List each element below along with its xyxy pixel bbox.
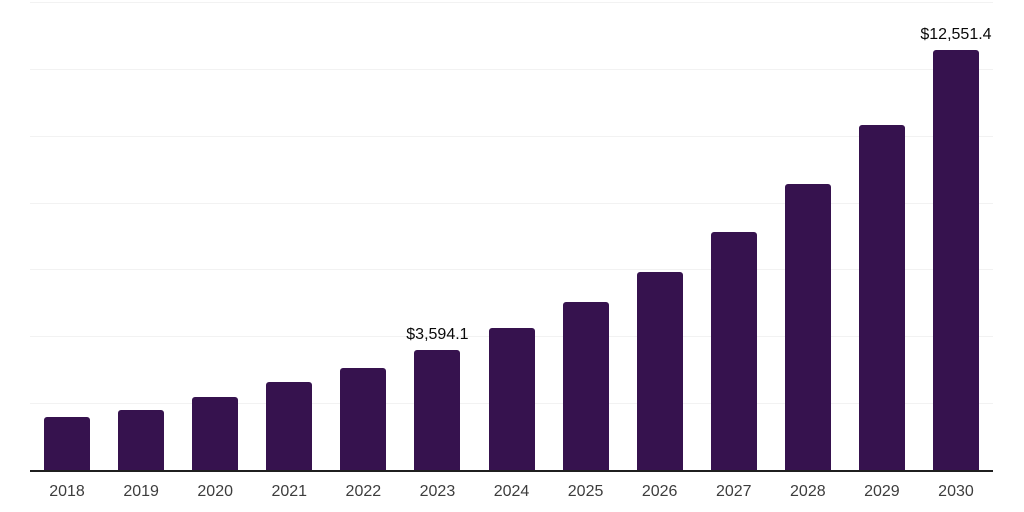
x-tick-2026: 2026: [641, 483, 678, 500]
x-tick-2019: 2019: [123, 483, 159, 500]
bar-band-2018: [30, 2, 104, 470]
bar-band-2030: $12,551.4: [919, 2, 993, 470]
bar-band-2027: [697, 2, 771, 470]
bar-2026[interactable]: [636, 271, 683, 470]
gridline-12000: [30, 68, 993, 70]
bar-band-2022: [326, 2, 400, 470]
bar-2018[interactable]: [44, 416, 91, 470]
x-tick-2022: 2022: [345, 483, 382, 500]
x-tick-2021: 2021: [271, 483, 308, 500]
gridline-10000: [30, 135, 993, 137]
x-axis: 2018 2019 2020 2021 2022 2023 2024 2025 2026 2027…: [30, 472, 993, 512]
gridline-6000: [30, 269, 993, 271]
x-tick-2018: 2018: [49, 483, 85, 500]
bar-2020[interactable]: [192, 396, 239, 470]
x-tick-2025: 2025: [567, 483, 604, 500]
plot-area: $3,594.1 $12,551.4: [30, 2, 993, 472]
bar-band-2020: [178, 2, 252, 470]
bar-2027[interactable]: [710, 232, 757, 470]
bar-2022[interactable]: [340, 367, 387, 470]
bar-2028[interactable]: [784, 183, 831, 470]
x-tick-2027: 2027: [715, 483, 752, 500]
bars-container: $3,594.1 $12,551.4: [30, 2, 993, 470]
bar-band-2026: [623, 2, 697, 470]
x-tick-2029: 2029: [864, 483, 900, 500]
bar-band-2028: [771, 2, 845, 470]
bar-band-2021: [252, 2, 326, 470]
bar-band-2025: [549, 2, 623, 470]
bar-2030[interactable]: [932, 50, 979, 470]
bar-2023[interactable]: [414, 349, 461, 470]
bar-band-2024: [474, 2, 548, 470]
bar-band-2029: [845, 2, 919, 470]
bar-band-2019: [104, 2, 178, 470]
bar-band-2023: $3,594.1: [400, 2, 474, 470]
x-tick-2030: 2030: [938, 483, 974, 500]
gridline-14000: [30, 2, 993, 3]
gridline-8000: [30, 202, 993, 204]
bar-2019[interactable]: [118, 409, 165, 470]
bar-2029[interactable]: [858, 124, 905, 470]
bar-2024[interactable]: [488, 328, 535, 470]
x-tick-2028: 2028: [790, 483, 826, 500]
bar-2025[interactable]: [562, 302, 609, 470]
data-label-2030: $12,551.4: [920, 26, 992, 44]
x-tick-2023: 2023: [419, 483, 456, 500]
x-tick-2020: 2020: [197, 483, 233, 500]
data-label-2023: $3,594.1: [406, 325, 469, 343]
x-tick-2024: 2024: [493, 483, 530, 500]
bar-2021[interactable]: [266, 382, 313, 470]
